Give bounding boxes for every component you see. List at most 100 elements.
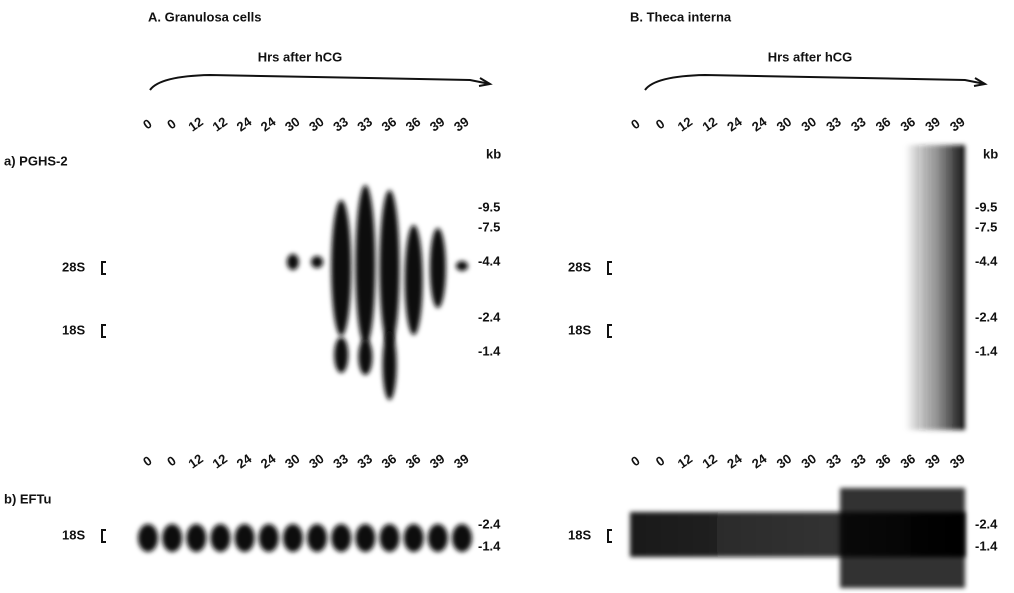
band	[162, 524, 183, 552]
lane-label: 24	[258, 113, 279, 134]
band	[186, 524, 207, 552]
band	[456, 261, 468, 271]
row-label: a) PGHS-2	[4, 153, 68, 168]
lane-label: 33	[355, 451, 375, 472]
lane-label: 12	[699, 114, 719, 135]
lane-label: 24	[724, 450, 745, 471]
lane-label: 39	[947, 114, 967, 135]
lane-label: 12	[210, 114, 230, 135]
lane-label: 24	[258, 450, 279, 471]
lane-label: 36	[379, 451, 399, 472]
lane-label: 0	[628, 116, 643, 132]
size-marker: -4.4	[478, 253, 501, 268]
lane-label: 33	[848, 451, 868, 472]
band	[282, 524, 303, 552]
panel-title: B. Theca interna	[630, 9, 732, 24]
band	[311, 256, 324, 268]
lane-label: 0	[164, 116, 179, 132]
row-label: b) EFTu	[4, 491, 51, 506]
time-arrow	[149, 73, 491, 91]
rrna-label: 28S	[62, 259, 85, 274]
band	[403, 524, 424, 552]
lane-label: 30	[774, 451, 794, 472]
lane-label: 39	[451, 451, 471, 472]
bracket	[607, 324, 612, 338]
axis-label: Hrs after hCG	[768, 49, 853, 64]
lane-label: 12	[185, 451, 205, 472]
band	[286, 254, 299, 270]
band	[358, 339, 373, 375]
lane-label: 0	[140, 453, 155, 469]
lane-label: 30	[774, 114, 794, 135]
lane-label: 33	[848, 114, 868, 135]
size-marker: -1.4	[478, 343, 501, 358]
lane-label: 30	[306, 451, 326, 472]
lane-label: 39	[451, 114, 471, 135]
lane-label: 39	[922, 451, 942, 472]
lane-label: 12	[675, 451, 695, 472]
axis-label: Hrs after hCG	[258, 49, 343, 64]
band	[234, 524, 255, 552]
lane-label: 36	[379, 114, 399, 135]
lane-label: 36	[898, 451, 918, 472]
lane-label: 30	[799, 451, 819, 472]
band	[355, 524, 376, 552]
band	[331, 524, 352, 552]
band	[355, 185, 376, 345]
lane-label: 24	[749, 450, 770, 471]
band	[258, 524, 279, 552]
size-marker: -9.5	[975, 199, 997, 214]
band	[382, 330, 397, 400]
band	[452, 524, 472, 552]
band	[427, 524, 448, 552]
size-marker: -2.4	[975, 516, 998, 531]
lane-label: 30	[799, 114, 819, 135]
lane-label: 30	[282, 114, 302, 135]
lane-label: 39	[922, 114, 942, 135]
band	[404, 225, 423, 335]
size-marker: -7.5	[975, 219, 997, 234]
lane-label: 33	[330, 114, 350, 135]
rrna-label: 18S	[568, 527, 591, 542]
lane-label: 36	[898, 114, 918, 135]
rrna-label: 28S	[568, 259, 591, 274]
marker-unit: kb	[486, 146, 501, 161]
lane-label: 39	[427, 451, 447, 472]
lane-label: 36	[873, 451, 893, 472]
size-marker: -2.4	[478, 516, 501, 531]
size-marker: -4.4	[975, 253, 998, 268]
arrow-head	[973, 77, 988, 87]
band	[379, 524, 400, 552]
arrow-head	[478, 77, 493, 87]
size-marker: -1.4	[478, 538, 501, 553]
lane-label: 36	[403, 114, 423, 135]
panel-title: A. Granulosa cells	[148, 9, 261, 24]
bracket	[101, 529, 106, 543]
lane-label: 33	[823, 451, 843, 472]
lane-label: 36	[873, 114, 893, 135]
lane-label: 0	[653, 453, 668, 469]
rrna-label: 18S	[62, 527, 85, 542]
band	[379, 190, 400, 346]
lane-label: 39	[947, 451, 967, 472]
lane-label: 33	[330, 451, 350, 472]
lane-label: 12	[185, 114, 205, 135]
size-marker: -1.4	[975, 343, 998, 358]
rrna-label: 18S	[568, 322, 591, 337]
lane-label: 30	[282, 451, 302, 472]
blot-smear	[905, 145, 965, 430]
size-marker: -1.4	[975, 538, 998, 553]
lane-label: 30	[306, 114, 326, 135]
lane-label: 24	[749, 113, 770, 134]
band	[307, 524, 328, 552]
band	[331, 200, 352, 336]
band	[138, 524, 158, 552]
bracket	[607, 261, 612, 275]
lane-label: 24	[724, 113, 745, 134]
bracket	[607, 529, 612, 543]
lane-label: 33	[823, 114, 843, 135]
blot-smear	[840, 488, 965, 588]
band	[334, 337, 349, 373]
lane-label: 0	[164, 453, 179, 469]
